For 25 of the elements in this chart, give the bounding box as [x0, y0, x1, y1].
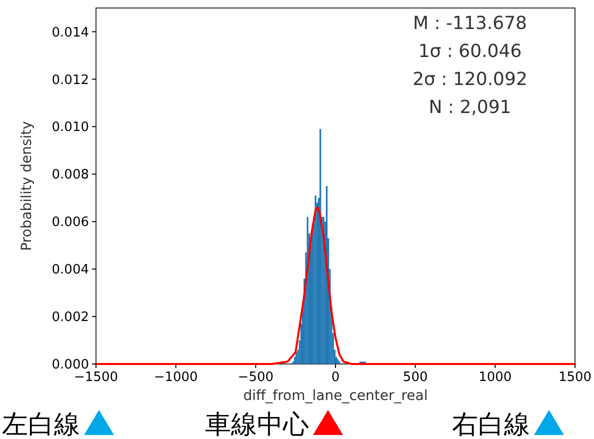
annotation: N : 2,091 — [428, 97, 512, 118]
text: 右白線 — [452, 410, 530, 439]
text: 左白線 — [2, 410, 80, 439]
y-tick-label: 0.006 — [52, 215, 89, 230]
annotation: 1σ : 60.046 — [418, 41, 522, 62]
y-tick-label: 0.014 — [52, 25, 89, 40]
y-tick-label: 0.012 — [52, 72, 89, 88]
x-tick-label: 0 — [331, 370, 340, 385]
text: 車線中心 — [205, 410, 309, 439]
x-tick-label: 1000 — [478, 370, 512, 385]
y-tick-label: 0.008 — [52, 168, 89, 183]
x-tick-label: −500 — [238, 370, 274, 385]
x-tick-label: −1000 — [154, 370, 198, 385]
line-series — [95, 206, 576, 365]
x-tick-label: 500 — [402, 370, 428, 385]
y-tick-label: 0.000 — [52, 358, 89, 373]
x-axis-title: diff_from_lane_center_real — [243, 388, 428, 404]
annotation: 2σ : 120.092 — [412, 69, 528, 90]
y-tick-label: 0.004 — [52, 262, 89, 278]
y-axis-title: Probability density — [19, 121, 35, 251]
x-tick-label: 1500 — [558, 370, 592, 385]
y-tick-label: 0.010 — [52, 120, 89, 136]
annotation: M : -113.678 — [413, 13, 527, 34]
x-tick-label: −1500 — [74, 370, 118, 385]
y-tick-label: 0.002 — [52, 310, 89, 326]
